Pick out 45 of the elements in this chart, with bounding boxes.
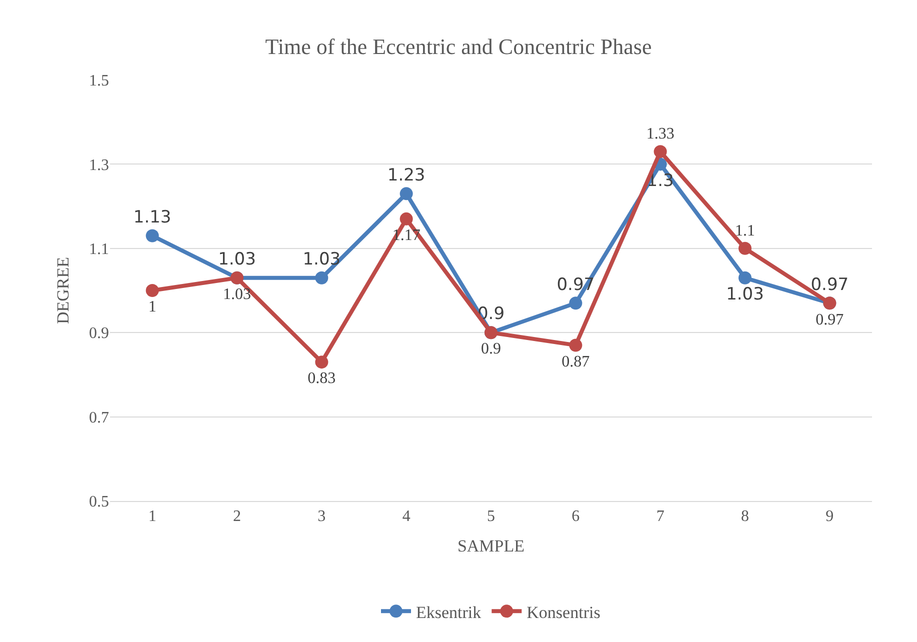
point (569, 296, 582, 310)
y-tick-label: 1.3 (89, 156, 109, 174)
y-tick-label: 0.7 (89, 409, 109, 426)
point (400, 212, 413, 226)
point (315, 271, 328, 284)
x-tick-label: 1 (148, 508, 156, 526)
x-axis-title: SAMPLE (457, 536, 525, 556)
data-label: 1.23 (387, 165, 426, 186)
data-label: 1.33 (646, 125, 674, 142)
data-label: 1.03 (223, 286, 251, 303)
x-tick-label: 7 (656, 508, 664, 526)
legend-label: Konsentris (526, 602, 600, 622)
x-tick-label: 2 (233, 508, 241, 526)
x-tick-label: 5 (487, 508, 495, 526)
data-label: 1.1 (735, 222, 755, 240)
x-tick-label: 3 (318, 508, 326, 526)
data-label: 0.87 (562, 353, 590, 370)
x-tick-label: 8 (741, 508, 749, 526)
y-tick-label: 0.9 (89, 325, 109, 342)
data-label: 1.13 (133, 207, 172, 228)
point (738, 242, 752, 255)
data-label: 1 (148, 298, 156, 316)
x-tick-label: 9 (826, 508, 834, 526)
data-label: 1.03 (726, 284, 764, 305)
data-label: 0.97 (816, 311, 844, 328)
data-label: 1.03 (302, 249, 341, 270)
point (146, 284, 159, 297)
x-tick-label: 6 (572, 508, 580, 526)
point (569, 338, 582, 352)
point (400, 187, 413, 200)
x-tick-label: 4 (402, 508, 410, 526)
point (654, 145, 667, 158)
y-tick-label: 1.1 (89, 241, 109, 258)
point (738, 271, 752, 284)
data-label: 0.97 (810, 274, 849, 295)
point (315, 356, 328, 369)
y-axis-title: DEGREE (54, 256, 73, 324)
chart-title: Time of the Eccentric and Concentric Phase (265, 34, 652, 59)
legend-label: Eksentrik (416, 602, 482, 622)
y-tick-label: 0.5 (89, 494, 109, 511)
data-label: 1.03 (218, 249, 256, 270)
data-label: 0.9 (481, 340, 501, 358)
point (146, 229, 159, 242)
data-label: 0.83 (308, 370, 336, 388)
y-tick-label: 1.5 (89, 72, 109, 90)
